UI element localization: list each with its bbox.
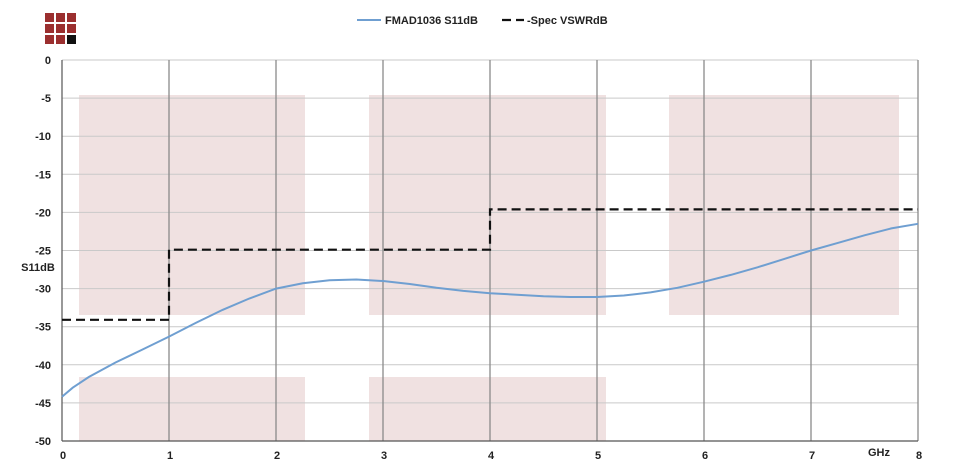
legend-label-spec-vswrdb: -Spec VSWRdB (527, 15, 608, 27)
x-axis-label: GHz (868, 447, 891, 459)
axes: 0 -5 -10 -15 -20 -25 -30 -35 -40 -45 -50 0 1 2 3 4 5 6 7 8 G… (21, 55, 922, 461)
y-tick-label: -45 (35, 398, 51, 410)
legend-label-fmad1036-s11db: FMAD1036 S11dB (385, 15, 478, 27)
y-tick-label: -50 (35, 436, 51, 448)
logo-square (56, 24, 65, 33)
background-panel (369, 377, 606, 441)
background-panel (669, 95, 899, 315)
y-tick-label: -15 (35, 169, 51, 181)
y-tick-label: -25 (35, 246, 51, 258)
logo-square (56, 13, 65, 22)
x-tick-label: 5 (595, 450, 601, 461)
series-line-spec-vswrdb (62, 208, 918, 321)
company-logo (45, 13, 76, 44)
legend: FMAD1036 S11dB -Spec VSWRdB (357, 15, 608, 27)
series-line-fmad1036-s11db (61, 222, 919, 398)
y-tick-label: -40 (35, 360, 51, 372)
x-tick-label: 1 (167, 450, 173, 461)
logo-square (67, 13, 76, 22)
background-panel (79, 377, 305, 441)
y-tick-label: -30 (35, 284, 51, 296)
x-tick-label: 4 (488, 450, 495, 461)
y-tick-label: -5 (41, 93, 51, 105)
logo-square (45, 35, 54, 44)
x-tick-label: 3 (381, 450, 387, 461)
logo-square (56, 35, 65, 44)
series-group (61, 208, 919, 398)
background-panel (79, 95, 305, 315)
y-tick-label: -35 (35, 322, 51, 334)
logo-square (67, 24, 76, 33)
x-tick-label: 7 (809, 450, 815, 461)
logo-square (67, 35, 76, 44)
logo-square (45, 24, 54, 33)
x-tick-label: 0 (60, 450, 66, 461)
x-tick-label: 2 (274, 450, 280, 461)
y-axis-label: S11dB (21, 262, 55, 274)
background-panel (369, 95, 606, 315)
x-tick-label: 8 (916, 450, 922, 461)
logo-square (45, 13, 54, 22)
y-tick-label: -20 (35, 207, 51, 219)
background-panels (79, 95, 899, 441)
y-tick-label: 0 (45, 55, 51, 67)
y-tick-label: -10 (35, 131, 51, 143)
x-tick-label: 6 (702, 450, 708, 461)
